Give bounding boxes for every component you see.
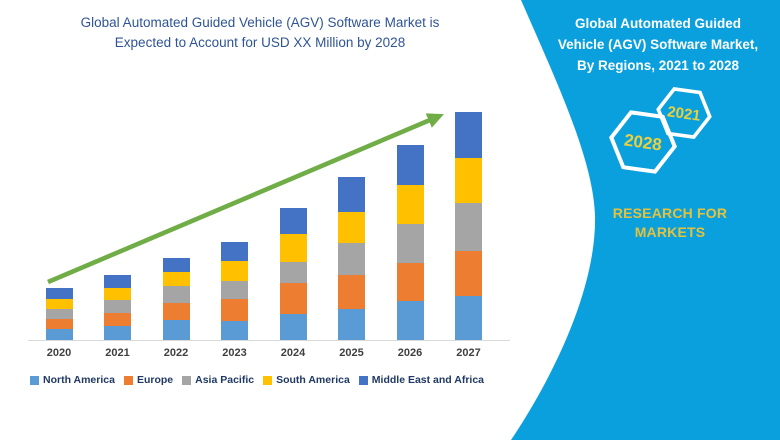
x-axis-line <box>28 340 510 341</box>
bar-segment <box>338 275 365 309</box>
x-axis-label: 2026 <box>397 347 423 359</box>
bar-segment <box>338 243 365 275</box>
sidebar-curve-shape <box>511 0 780 440</box>
x-axis-label: 2024 <box>280 347 306 359</box>
legend-label: South America <box>276 374 350 386</box>
bar-segment <box>455 296 482 340</box>
bar-segment <box>338 212 365 243</box>
x-axis-label: 2027 <box>456 347 481 359</box>
bar-segment <box>221 242 248 261</box>
legend-label: Asia Pacific <box>195 374 255 386</box>
bar-segment <box>279 314 307 340</box>
bar-segment <box>338 177 365 212</box>
x-axis-label: 2020 <box>46 347 72 359</box>
chart-title: Global Automated Guided Vehicle (AGV) So… <box>80 15 440 50</box>
legend-label: Middle East and Africa <box>371 374 485 386</box>
sidebar-title: Global Automated Guided Vehicle (AGV) So… <box>557 16 759 73</box>
bar-2024 <box>279 208 307 340</box>
bar-segment <box>45 309 73 319</box>
chart-legend: North America Europe Asia Pacific South Ame… <box>10 374 504 386</box>
bar-segment <box>221 281 248 299</box>
bar-segment <box>221 299 248 321</box>
bar-segment <box>396 145 424 185</box>
bar-segment <box>221 261 248 281</box>
bar-segment <box>45 288 73 299</box>
bar-segment <box>455 203 482 251</box>
bar-segment <box>104 288 131 300</box>
legend-item: Europe <box>123 374 174 386</box>
bar-2025 <box>338 177 365 340</box>
hexagon-2021-label: 2021 <box>666 103 701 124</box>
bar-segment <box>104 326 131 340</box>
x-axis-label: 2022 <box>163 347 189 359</box>
bar-segment <box>396 224 424 263</box>
trend-arrow <box>47 113 444 285</box>
bar-segment <box>396 263 424 301</box>
bar-segment <box>221 321 248 340</box>
bar-segment <box>279 234 307 262</box>
trend-arrow-line <box>47 113 444 285</box>
bar-2027 <box>455 112 482 340</box>
x-axis-label: 2025 <box>339 347 364 359</box>
legend-item: Asia Pacific <box>182 374 254 386</box>
bar-segment <box>279 283 307 314</box>
legend-label: North America <box>42 374 115 386</box>
bar-segment <box>45 329 73 340</box>
bar-2020 <box>45 288 73 340</box>
bar-segment <box>45 319 73 329</box>
hexagon-2028-label: 2028 <box>623 130 663 154</box>
legend-swatch-icon <box>29 375 39 385</box>
plot-area: 2020 2021 2022 2023 2024 2025 2026 2027 <box>28 100 510 359</box>
bar-segment <box>45 299 73 309</box>
legend-swatch-icon <box>182 375 192 385</box>
legend-item: South America <box>263 374 350 386</box>
bar-segment <box>162 320 190 340</box>
bar-2026 <box>396 145 424 340</box>
x-axis-label: 2023 <box>222 347 247 359</box>
bar-segment <box>162 258 190 272</box>
bar-segment <box>104 300 131 313</box>
bar-2021 <box>104 275 131 340</box>
bar-segment <box>396 301 424 340</box>
bar-2023 <box>221 242 248 340</box>
bar-segment <box>162 286 190 303</box>
bar-segment <box>338 309 365 340</box>
bar-segment <box>104 275 131 288</box>
bar-segment <box>455 251 482 296</box>
hexagon-2021-outline <box>656 86 712 140</box>
brand-text: RESEARCH FOR MARKETS <box>612 205 728 240</box>
bar-segment <box>396 185 424 224</box>
x-axis-label: 2021 <box>105 347 130 359</box>
legend-label: Europe <box>136 374 174 386</box>
hexagon-2021: 2021 <box>656 86 712 140</box>
bar-2022 <box>162 258 190 340</box>
legend-swatch-icon <box>263 375 273 385</box>
bar-segment <box>162 272 190 286</box>
bar-segment <box>162 303 190 320</box>
bar-segment <box>455 158 482 203</box>
legend-item: North America <box>29 374 115 386</box>
bar-segment <box>455 112 482 158</box>
legend-swatch-icon <box>358 375 368 385</box>
legend-item: Middle East and Africa <box>358 374 485 386</box>
bar-segment <box>279 208 307 234</box>
legend-swatch-icon <box>123 375 133 385</box>
bar-segment <box>279 262 307 283</box>
bar-segment <box>104 313 131 326</box>
